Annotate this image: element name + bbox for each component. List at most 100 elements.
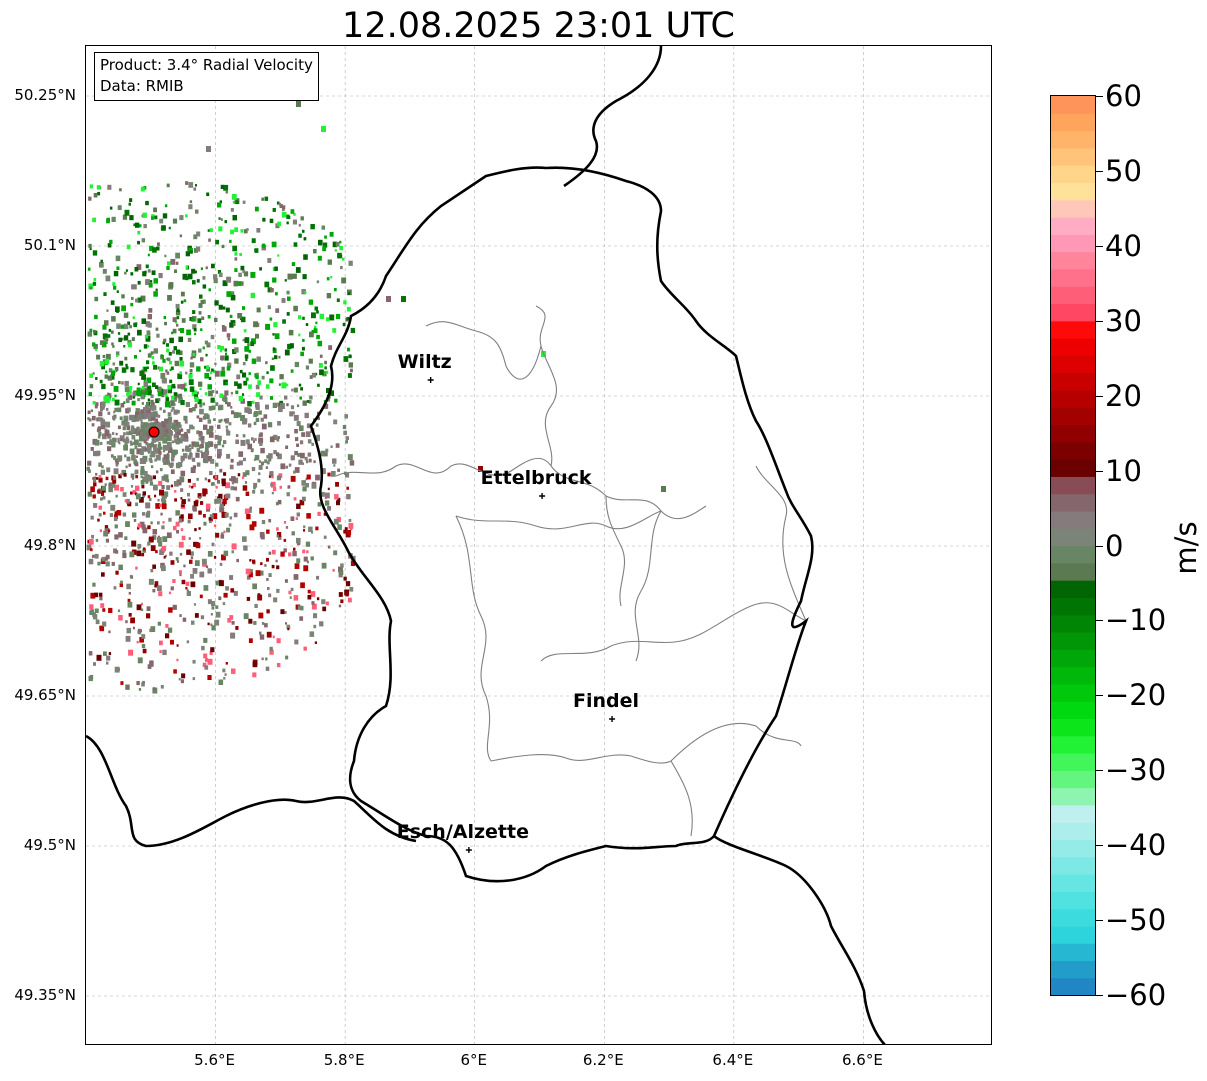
radar-pixel	[345, 592, 349, 597]
radar-pixel	[268, 573, 272, 578]
radar-pixel	[183, 299, 187, 303]
radar-pixel	[343, 300, 347, 305]
radar-pixel	[220, 218, 223, 221]
radar-pixel	[227, 618, 232, 623]
radar-pixel	[230, 391, 233, 395]
radar-pixel	[199, 537, 202, 540]
radar-pixel	[120, 438, 123, 442]
canton-boundaries	[335, 305, 807, 837]
radar-pixel	[170, 484, 173, 488]
radar-pixel	[187, 337, 192, 342]
radar-pixel	[348, 354, 352, 358]
radar-pixel	[165, 396, 169, 400]
radar-pixel	[108, 529, 111, 533]
radar-pixel	[143, 224, 147, 229]
radar-pixel	[227, 362, 232, 368]
radar-pixel	[118, 441, 121, 445]
colorbar-tick-mark	[1096, 320, 1103, 322]
city-markers	[148, 377, 616, 853]
radar-pixel	[157, 242, 160, 246]
colorbar-band	[1051, 614, 1095, 633]
radar-pixel	[285, 655, 289, 660]
radar-pixel	[150, 545, 156, 551]
radar-pixel	[168, 463, 171, 467]
radar-pixel	[174, 360, 179, 367]
radar-pixel	[157, 537, 162, 543]
radar-pixel	[259, 532, 265, 538]
radar-pixel	[315, 423, 319, 427]
radar-pixel	[208, 376, 212, 380]
radar-pixel	[311, 601, 315, 605]
radar-pixel	[138, 442, 142, 447]
radar-pixel	[150, 422, 155, 428]
radar-pixel	[326, 277, 330, 281]
radar-pixel	[197, 318, 202, 323]
radar-pixel	[231, 668, 236, 674]
radar-pixel	[258, 437, 264, 444]
radar-pixel	[212, 513, 218, 520]
radar-pixel	[120, 472, 123, 476]
radar-pixel	[298, 383, 302, 387]
radar-pixel	[109, 239, 113, 244]
radar-pixel	[185, 265, 189, 269]
radar-pixel	[171, 383, 176, 389]
radar-pixel	[327, 398, 331, 402]
radar-pixel	[168, 404, 172, 408]
radar-pixel	[176, 422, 181, 428]
radar-pixel	[281, 298, 286, 303]
radar-pixel	[147, 269, 151, 273]
radar-pixel	[225, 352, 228, 356]
radar-pixel	[157, 386, 162, 392]
radar-pixel	[120, 681, 124, 685]
colorbar-tick-mark	[1096, 845, 1103, 847]
radar-pixel	[263, 414, 268, 419]
radar-pixel	[201, 316, 205, 320]
radar-pixel	[140, 409, 144, 414]
radar-pixel	[134, 415, 140, 422]
radar-pixel	[292, 411, 295, 415]
canton-line	[535, 305, 557, 467]
radar-pixel	[218, 217, 221, 220]
radar-pixel	[176, 316, 180, 320]
radar-pixel	[271, 491, 274, 495]
radar-pixel	[244, 481, 248, 484]
radar-pixel	[192, 465, 196, 470]
radar-pixel	[224, 493, 229, 499]
radar-pixel	[124, 418, 128, 423]
radar-pixel	[93, 330, 98, 336]
radar-pixel	[326, 317, 330, 322]
radar-pixel	[126, 627, 131, 634]
map-panel[interactable]	[85, 45, 992, 1045]
radar-pixel	[104, 374, 109, 379]
radar-pixel	[159, 407, 162, 411]
radar-pixel	[242, 269, 245, 274]
radar-pixel	[122, 553, 127, 559]
radar-pixel	[213, 475, 216, 479]
radar-pixel	[135, 411, 140, 418]
radar-pixel	[338, 566, 343, 573]
radar-pixel	[136, 264, 142, 270]
radar-pixel	[161, 495, 166, 500]
radar-pixel	[235, 496, 240, 502]
radar-pixel	[170, 639, 174, 645]
radar-pixel	[115, 306, 120, 312]
radar-pixel	[99, 261, 104, 268]
radar-pixel	[187, 519, 191, 524]
radar-pixel	[145, 405, 150, 411]
radar-pixel	[294, 563, 300, 569]
radar-pixel	[256, 228, 261, 233]
radar-pixel	[290, 209, 295, 214]
radar-pixel	[200, 267, 203, 271]
radar-pixel	[171, 331, 174, 335]
radar-pixel	[132, 489, 137, 495]
radar-pixel	[197, 399, 202, 405]
colorbar-band	[1051, 562, 1095, 581]
radar-pixel	[259, 634, 265, 640]
radar-pixel	[204, 447, 209, 452]
radar-pixel	[148, 416, 153, 422]
radar-pixel	[157, 499, 160, 502]
radar-pixel	[146, 377, 152, 384]
radar-pixel	[166, 454, 170, 458]
radar-pixel	[211, 601, 216, 606]
radar-pixel	[209, 471, 213, 476]
